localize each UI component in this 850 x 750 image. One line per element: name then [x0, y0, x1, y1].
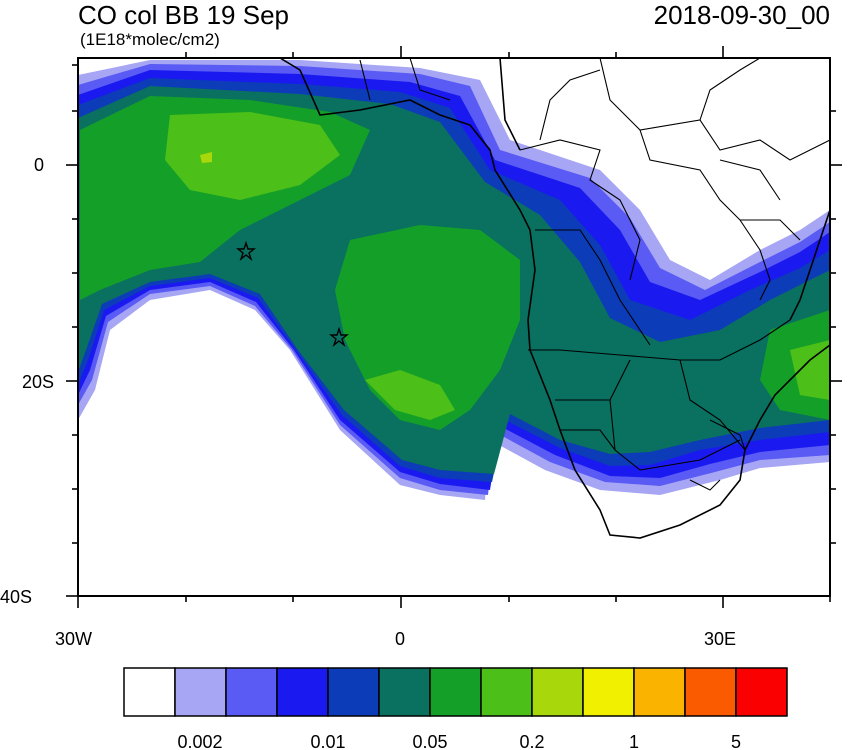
colorbar-swatch: [735, 667, 788, 717]
map-title: CO col BB 19 Sep: [78, 0, 289, 30]
colorbar: [123, 667, 788, 717]
colorbar-label-0002: 0.002: [177, 732, 222, 750]
lat-label-40s: 40S: [0, 587, 32, 607]
colorbar-swatch: [633, 667, 686, 717]
lon-label-30w: 30W: [55, 629, 92, 649]
country-borders: [359, 58, 830, 491]
co-band-02-south: [365, 370, 455, 420]
star-marker-1: [236, 240, 256, 262]
datetime-label: 2018-09-30_00: [653, 0, 830, 30]
colorbar-swatch: [123, 667, 176, 717]
lon-label-0: 0: [395, 629, 405, 649]
co-band-05: [200, 152, 212, 163]
east-africa-coast: [789, 209, 830, 321]
colorbar-label-005: 0.05: [412, 732, 447, 750]
units-label: (1E18*molec/cm2): [80, 30, 220, 49]
colorbar-swatch: [684, 667, 737, 717]
site-markers: [236, 240, 349, 348]
colorbar-label-1: 1: [629, 732, 639, 750]
lat-label-0: 0: [34, 155, 44, 175]
lon-label-30e: 30E: [704, 629, 736, 649]
colorbar-swatch: [174, 667, 227, 717]
africa-north-coast: [499, 58, 521, 151]
colorbar-label-02: 0.2: [519, 732, 544, 750]
colorbar-swatch: [582, 667, 635, 717]
co-band-02-east: [790, 340, 830, 400]
colorbar-swatch: [327, 667, 380, 717]
colorbar-swatch: [429, 667, 482, 717]
colorbar-labels: 0.002 0.01 0.05 0.2 1 5: [177, 732, 741, 750]
star-marker-2: [329, 326, 349, 348]
colorbar-swatch: [225, 667, 278, 717]
africa-coastline: [279, 58, 830, 539]
coastlines: [279, 58, 830, 539]
colorbar-swatch: [378, 667, 431, 717]
co-concentration-field: [78, 60, 830, 500]
colorbar-swatch: [276, 667, 329, 717]
co-band-02: [165, 112, 340, 200]
colorbar-label-5: 5: [731, 732, 741, 750]
colorbar-swatch: [480, 667, 533, 717]
axis-ticks: [66, 46, 842, 608]
lat-label-20s: 20S: [22, 372, 54, 392]
colorbar-swatch: [531, 667, 584, 717]
colorbar-label-001: 0.01: [310, 732, 345, 750]
